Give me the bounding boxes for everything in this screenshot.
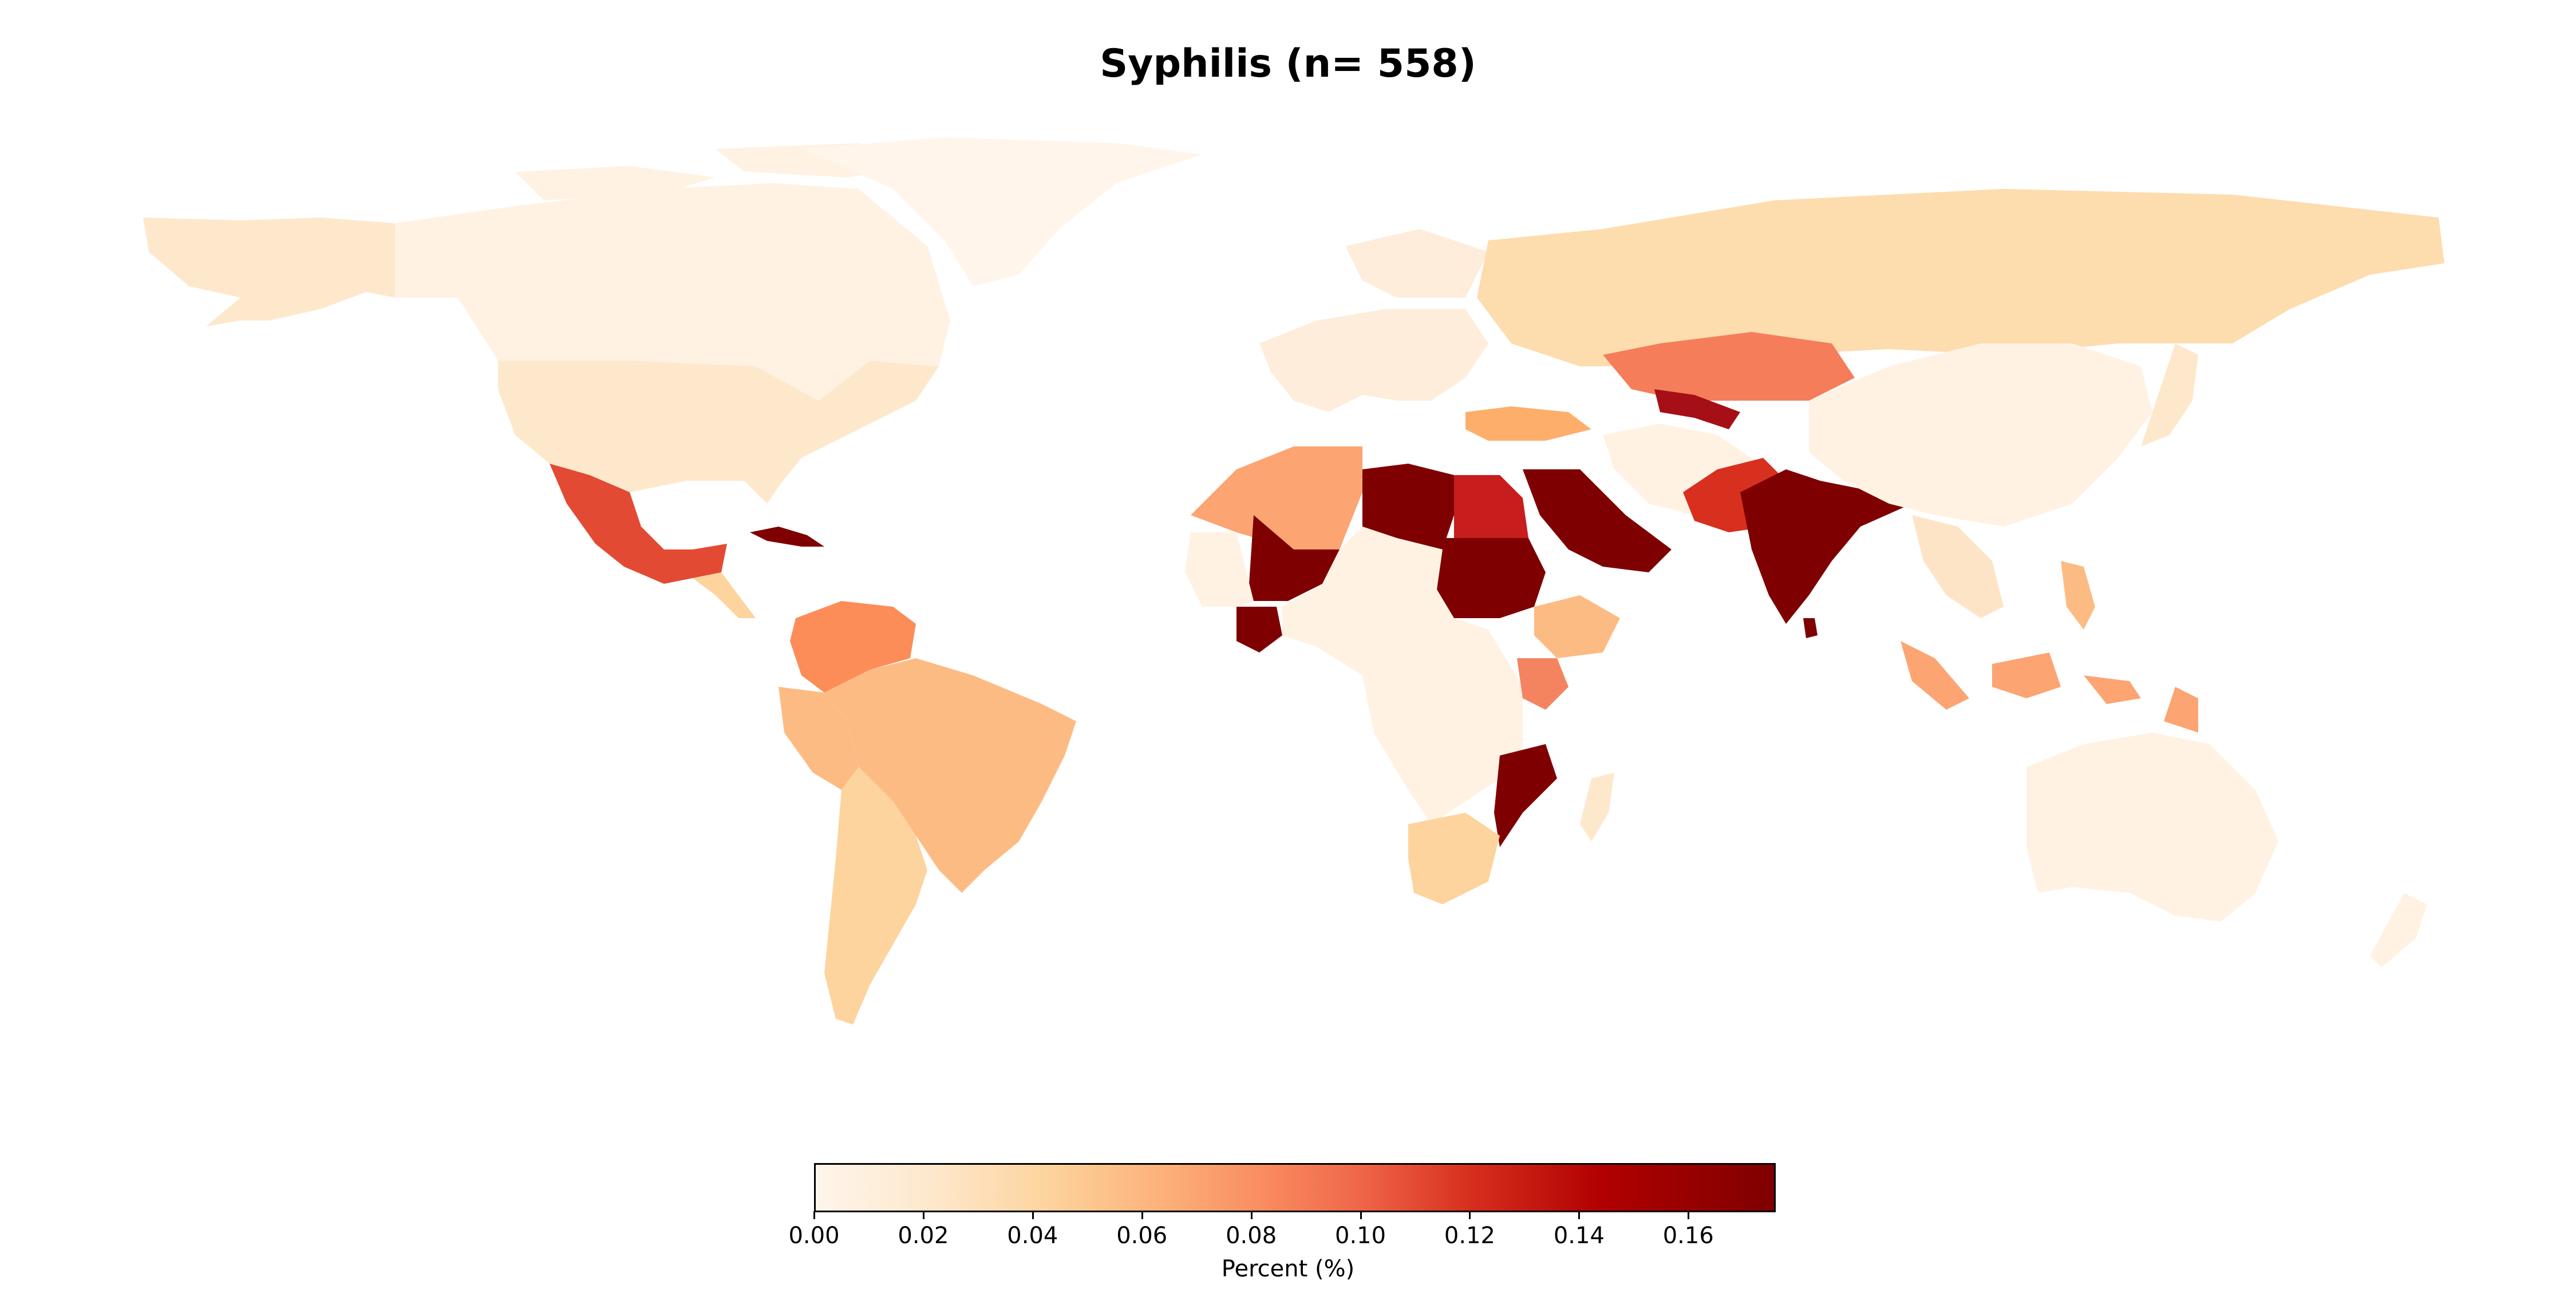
colorbar-label: Percent (%) [1221, 1256, 1355, 1282]
region-australia [2026, 733, 2278, 922]
region-greenland [801, 137, 1202, 286]
colorbar-tick [1360, 1211, 1362, 1219]
region-kenya [1517, 658, 1568, 710]
region-ethiopia [1534, 595, 1620, 658]
colorbar-tick [1578, 1211, 1581, 1219]
region-indonesia [1901, 641, 2198, 733]
region-madagascar [1580, 773, 1614, 841]
region-brazil [824, 658, 1076, 893]
region-mozambique [1494, 744, 1557, 847]
region-china [1809, 343, 2152, 527]
region-central-america [693, 572, 756, 618]
world-choropleth-map [143, 137, 2444, 1025]
region-southeast-asia [1912, 515, 2004, 618]
region-kazakhstan [1603, 332, 1855, 401]
colorbar-tick [1032, 1211, 1034, 1219]
colorbar-tick-label: 0.10 [1335, 1223, 1386, 1249]
region-argentina [824, 767, 927, 1025]
region-canada [395, 143, 950, 401]
colorbar-tick [1250, 1211, 1253, 1219]
region-west-central-africa [1185, 527, 1523, 824]
region-egypt [1454, 475, 1528, 538]
colorbar-tick [1469, 1211, 1471, 1219]
region-new-zealand [2370, 893, 2427, 967]
region-libya [1362, 464, 1454, 549]
colorbar-tick-label: 0.14 [1553, 1223, 1605, 1249]
colorbar-tick-label: 0.02 [898, 1223, 949, 1249]
region-india [1740, 469, 1912, 624]
region-colombia-venezuela [790, 601, 916, 693]
colorbar-tick-label: 0.12 [1444, 1223, 1495, 1249]
colorbar-tick [922, 1211, 924, 1219]
region-japan [2141, 343, 2198, 446]
colorbar-tick [1688, 1211, 1690, 1219]
region-south-africa [1408, 813, 1500, 904]
colorbar-tick-label: 0.04 [1007, 1223, 1058, 1249]
region-usa [498, 361, 939, 504]
region-cuba [750, 527, 824, 547]
region-philippines [2061, 561, 2095, 630]
map-title: Syphilis (n= 558) [1100, 41, 1476, 86]
region-saudi-arabia [1523, 469, 1672, 572]
region-mexico [550, 464, 727, 584]
region-sri-lanka [1803, 618, 1818, 638]
region-algeria-morocco [1191, 446, 1362, 549]
region-sudan [1437, 538, 1546, 618]
colorbar-tick-label: 0.16 [1662, 1223, 1714, 1249]
region-alaska [143, 217, 395, 326]
colorbar-tick-label: 0.08 [1226, 1223, 1277, 1249]
region-peru-ecuador [779, 687, 859, 790]
region-russia [1477, 189, 2444, 366]
colorbar-tick [813, 1211, 815, 1219]
region-cote-divoire [1236, 607, 1282, 652]
colorbar-gradient [814, 1163, 1776, 1212]
colorbar: 0.00 0.02 0.04 0.06 0.08 0.10 0.12 0.14 0.16 [788, 1163, 1776, 1249]
region-turkey [1465, 406, 1591, 441]
colorbar-tick-label: 0.06 [1116, 1223, 1168, 1249]
region-mali [1248, 515, 1340, 601]
colorbar-tick-label: 0.00 [788, 1223, 840, 1249]
region-uzbekistan [1654, 389, 1740, 429]
colorbar-tick [1141, 1211, 1143, 1219]
region-europe [1259, 229, 1488, 412]
